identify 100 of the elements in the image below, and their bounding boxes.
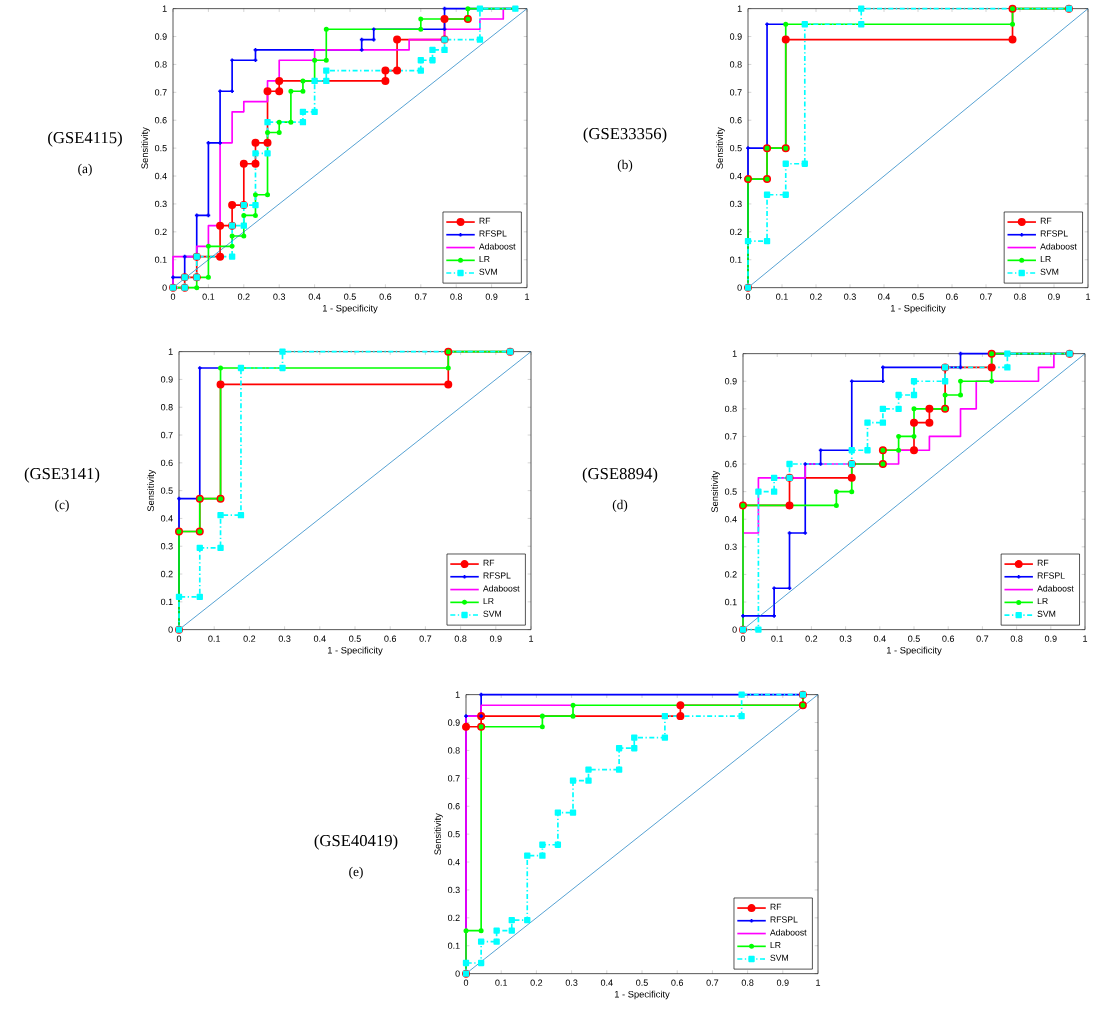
x-tick-label: 1: [529, 635, 534, 642]
x-tick-label: 0.7: [419, 635, 432, 643]
x-tick-label: 0.6: [942, 635, 955, 643]
x-tick-label: 0.3: [839, 635, 852, 643]
x-tick-label: 0.1: [776, 293, 788, 301]
x-tick-label: 0.1: [771, 635, 784, 643]
y-tick-label: 0.3: [447, 886, 460, 894]
y-tick-label: 0.8: [729, 61, 742, 68]
x-tick-label: 0.3: [844, 293, 856, 301]
x-tick-label: 0: [463, 979, 469, 987]
x-axis-title: 1 - Specificity: [614, 990, 670, 1000]
x-tick-label: 0.7: [414, 293, 427, 301]
y-tick-label: 0: [168, 626, 173, 633]
y-tick-label: 0.5: [160, 487, 173, 494]
y-tick-label: 0.7: [447, 775, 460, 782]
y-tick-label: 0.4: [729, 173, 742, 180]
legend-label: LR: [770, 942, 781, 949]
text: (GSE3141): [24, 467, 100, 483]
text: (GSE4115): [48, 131, 122, 147]
y-tick-label: 0.2: [154, 228, 167, 236]
x-tick-label: 0.2: [243, 635, 256, 643]
legend-label: LR: [479, 256, 490, 263]
x-tick-label: 0.7: [980, 293, 992, 301]
y-tick-label: 0.4: [447, 859, 460, 866]
y-axis-title: Sensitivity: [147, 469, 156, 512]
y-tick-label: 0.9: [447, 719, 460, 726]
y-tick-label: 0.6: [729, 117, 742, 124]
legend-label: SVM: [770, 954, 789, 962]
legend-label: RFSPL: [479, 230, 507, 237]
legend-label: SVM: [483, 610, 502, 618]
x-tick-label: 0.9: [485, 293, 498, 301]
text: (d): [612, 500, 628, 513]
y-tick-label: 0.9: [154, 33, 167, 40]
x-tick-label: 1: [525, 293, 530, 300]
x-axis-title: 1 - Specificity: [886, 646, 942, 656]
y-tick-label: 0.2: [724, 571, 737, 578]
y-tick-label: 0.2: [729, 228, 742, 236]
y-tick-label: 0.5: [447, 831, 460, 838]
y-tick-label: 0.7: [154, 89, 167, 96]
x-tick-label: 0: [176, 635, 182, 643]
x-axis-title: 1 - Specificity: [890, 304, 946, 314]
x-tick-label: 0.7: [706, 979, 719, 987]
x-tick-label: 0.7: [976, 635, 989, 643]
legend-label: RFSPL: [1040, 230, 1068, 237]
y-tick-label: 0.6: [154, 117, 167, 124]
legend-label: RF: [483, 560, 495, 566]
x-tick-label: 0.6: [671, 979, 684, 987]
y-tick-label: 0.8: [447, 747, 460, 754]
legend-label: LR: [1037, 598, 1048, 605]
legend-label: RF: [1040, 217, 1052, 224]
y-tick-label: 0: [455, 970, 460, 977]
y-tick-label: 0.8: [154, 61, 167, 68]
y-tick-label: 0.5: [154, 145, 167, 152]
y-tick-label: 0.9: [724, 378, 737, 385]
x-tick-label: 0.3: [565, 979, 578, 987]
y-tick-label: 0.2: [160, 571, 173, 578]
y-tick-label: 0.2: [447, 914, 460, 922]
x-tick-label: 0.5: [912, 293, 924, 301]
legend-label: LR: [483, 598, 494, 605]
y-tick-label: 0.3: [160, 543, 173, 550]
legend-label: RF: [1037, 560, 1049, 566]
x-tick-label: 1: [1083, 635, 1088, 642]
x-tick-label: 0.6: [379, 293, 392, 301]
x-tick-label: 0.9: [1048, 293, 1060, 301]
y-tick-label: 0.3: [724, 543, 737, 551]
legend-label: RF: [770, 903, 782, 910]
legend-label: RFSPL: [770, 916, 798, 923]
y-tick-label: 0.7: [160, 432, 173, 439]
y-tick-label: 0.5: [729, 145, 742, 152]
y-tick-label: 0.1: [154, 256, 167, 264]
y-tick-label: 0.1: [160, 598, 173, 606]
legend-label: SVM: [479, 268, 497, 276]
x-tick-label: 0.8: [1014, 293, 1026, 301]
legend-label: SVM: [1037, 610, 1056, 618]
text: (c): [55, 500, 69, 513]
legend-label: Adaboost: [478, 243, 516, 250]
y-tick-label: 0.7: [724, 433, 737, 440]
y-tick-label: 0.3: [154, 200, 167, 208]
y-tick-label: 0.1: [724, 599, 737, 606]
y-tick-label: 0.6: [447, 803, 460, 810]
y-tick-label: 0: [737, 284, 742, 291]
x-tick-label: 0.4: [308, 293, 321, 301]
y-tick-label: 1: [737, 5, 742, 12]
y-tick-label: 0.9: [160, 376, 173, 383]
x-tick-label: 0.9: [489, 635, 502, 643]
text: (b): [617, 160, 633, 173]
y-axis-title: Sensitivity: [716, 127, 725, 169]
legend-label: RF: [479, 217, 491, 224]
x-tick-label: 0.2: [805, 635, 818, 643]
x-tick-label: 0: [745, 293, 751, 301]
text: (GSE33356): [583, 127, 667, 143]
y-tick-label: 0.4: [724, 516, 737, 523]
legend-label: Adaboost: [1037, 585, 1074, 592]
y-tick-label: 1: [162, 5, 167, 12]
y-tick-label: 0.3: [729, 200, 742, 208]
x-tick-label: 0.4: [600, 979, 613, 987]
x-tick-label: 0.5: [636, 979, 648, 987]
x-tick-label: 0.6: [384, 635, 397, 643]
y-tick-label: 0.4: [154, 173, 167, 180]
y-axis-title: Sensitivity: [141, 127, 150, 169]
